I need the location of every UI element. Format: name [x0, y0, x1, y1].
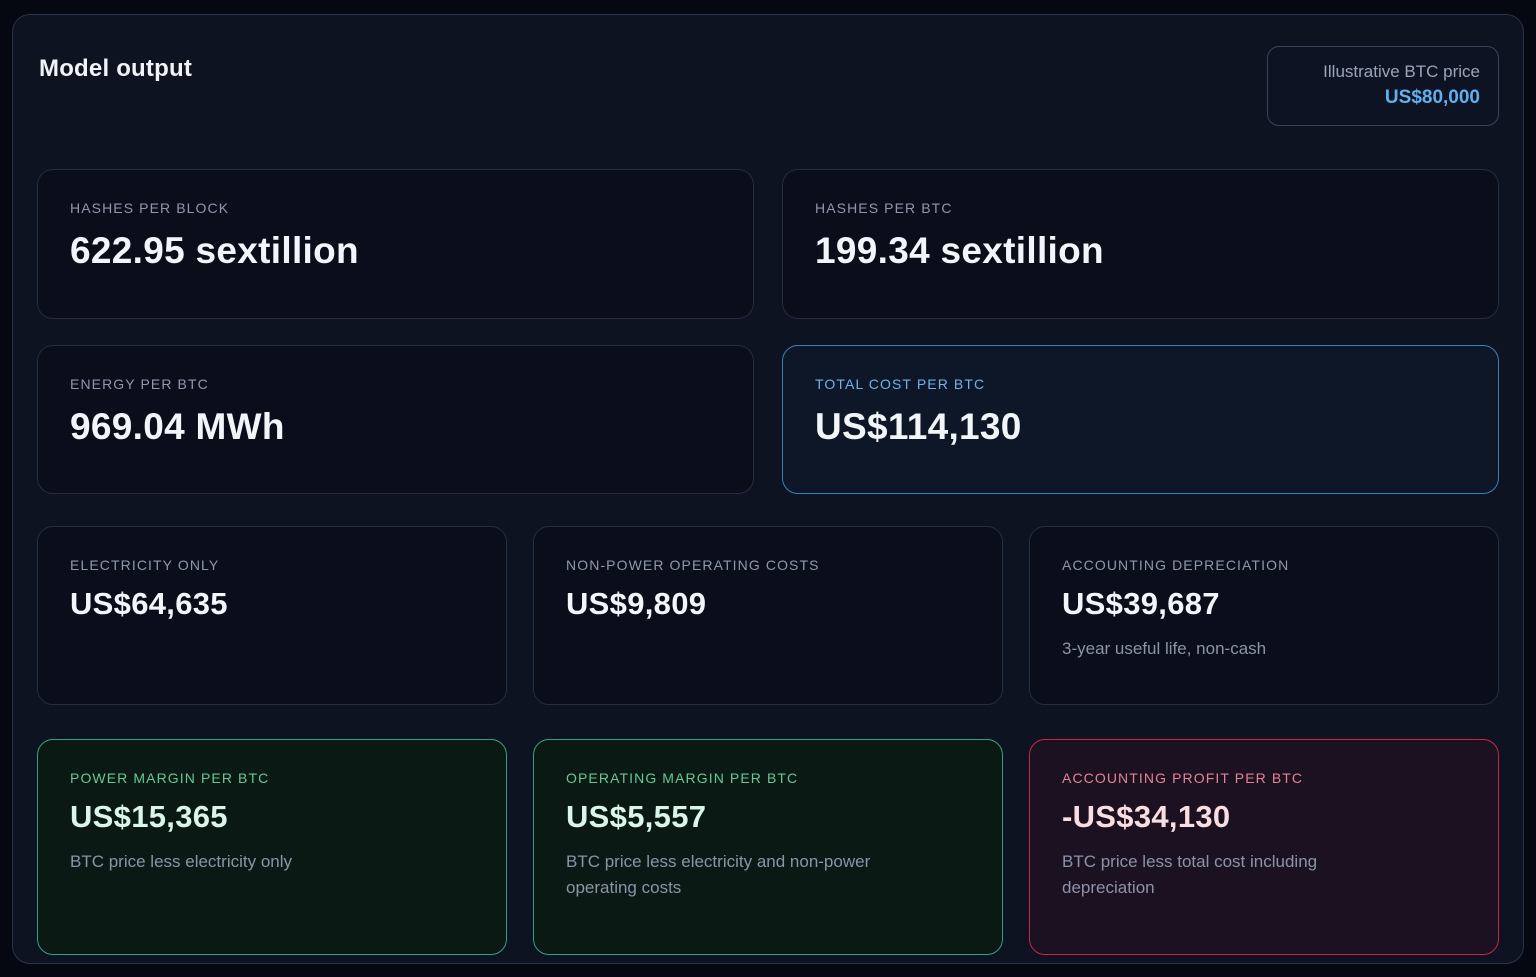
card-note: BTC price less electricity and non-power… [566, 852, 871, 898]
card-note: BTC price less electricity only [70, 852, 293, 872]
card-value: 199.34 sextillion [815, 230, 1104, 271]
card-label: HASHES PER BTC [815, 200, 953, 216]
btc-price-badge-value: US$80,000 [1384, 86, 1480, 108]
btc-price-badge-label: Illustrative BTC price [1323, 62, 1480, 81]
card-label: ENERGY PER BTC [70, 376, 209, 392]
card-energy-per-btc: ENERGY PER BTC 969.04 MWh [37, 345, 754, 494]
card-value: US$39,687 [1062, 586, 1220, 621]
card-label: POWER MARGIN PER BTC [70, 770, 270, 786]
card-electricity-only: ELECTRICITY ONLY US$64,635 [37, 526, 507, 705]
card-non-power-operating-costs: NON-POWER OPERATING COSTS US$9,809 [533, 526, 1003, 705]
card-total-cost-per-btc: TOTAL COST PER BTC US$114,130 [782, 345, 1499, 494]
card-hashes-per-btc: HASHES PER BTC 199.34 sextillion [782, 169, 1499, 319]
card-power-margin-per-btc: POWER MARGIN PER BTC US$15,365 BTC price… [37, 739, 507, 955]
card-value: US$9,809 [566, 586, 707, 621]
card-label: ACCOUNTING PROFIT PER BTC [1062, 770, 1304, 786]
metrics-row-3: ELECTRICITY ONLY US$64,635 NON-POWER OPE… [37, 526, 1499, 705]
card-value: 969.04 MWh [70, 406, 285, 447]
card-operating-margin-per-btc: OPERATING MARGIN PER BTC US$5,557 BTC pr… [533, 739, 1003, 955]
card-label: OPERATING MARGIN PER BTC [566, 770, 799, 786]
card-value: US$64,635 [70, 586, 228, 621]
card-accounting-depreciation: ACCOUNTING DEPRECIATION US$39,687 3-year… [1029, 526, 1499, 705]
card-label: NON-POWER OPERATING COSTS [566, 557, 820, 573]
card-value: 622.95 sextillion [70, 230, 359, 271]
card-note: BTC price less total cost including depr… [1062, 852, 1318, 898]
metrics-row-4: POWER MARGIN PER BTC US$15,365 BTC price… [37, 739, 1499, 955]
metrics-row-2: ENERGY PER BTC 969.04 MWh TOTAL COST PER… [37, 345, 1499, 494]
metrics-row-1: HASHES PER BLOCK 622.95 sextillion HASHE… [37, 169, 1499, 319]
card-note: 3-year useful life, non-cash [1062, 639, 1267, 659]
card-label: ACCOUNTING DEPRECIATION [1062, 557, 1290, 573]
panel-header: Model output Illustrative BTC price US$8… [37, 39, 1499, 143]
card-label: TOTAL COST PER BTC [815, 376, 986, 392]
page-title: Model output [39, 55, 193, 82]
card-label: HASHES PER BLOCK [70, 200, 230, 216]
card-hashes-per-block: HASHES PER BLOCK 622.95 sextillion [37, 169, 754, 319]
card-value: US$5,557 [566, 799, 707, 834]
card-value: -US$34,130 [1062, 799, 1231, 834]
model-output-panel: Model output Illustrative BTC price US$8… [12, 14, 1524, 964]
card-label: ELECTRICITY ONLY [70, 557, 220, 573]
card-accounting-profit-per-btc: ACCOUNTING PROFIT PER BTC -US$34,130 BTC… [1029, 739, 1499, 955]
card-value: US$15,365 [70, 799, 228, 834]
card-value: US$114,130 [815, 406, 1022, 447]
btc-price-badge: Illustrative BTC price US$80,000 [1267, 46, 1499, 127]
